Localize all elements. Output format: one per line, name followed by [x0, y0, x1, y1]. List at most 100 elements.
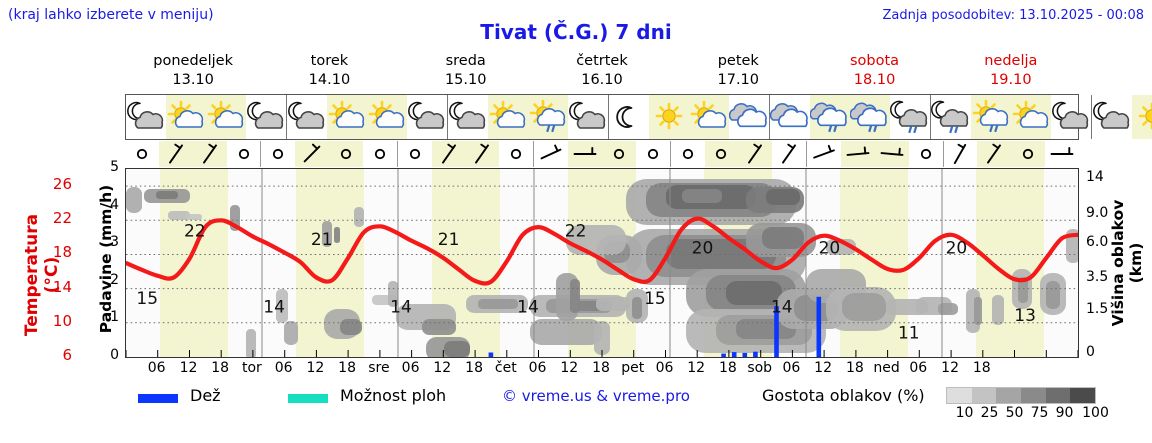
cloud-ramp-step-100: [1070, 388, 1096, 403]
x-tick-06: 06: [401, 360, 420, 376]
precipitation-tick-0: 0: [110, 347, 119, 363]
x-tick-čet: čet: [494, 360, 517, 376]
wind-calm-icon: [671, 141, 705, 167]
svg-text:14: 14: [263, 298, 285, 318]
wind-barb-day-sobota: [807, 141, 944, 167]
x-tick-12: 12: [179, 360, 198, 376]
day-name: sreda: [445, 53, 486, 69]
cloud-ramp-step-75: [1021, 388, 1046, 403]
wind-barb-icon: [568, 141, 602, 167]
cloud-ramp-step-90: [1045, 388, 1071, 403]
x-tick-06: 06: [274, 360, 293, 376]
wind-barb-day-torek: [261, 141, 398, 167]
wind-calm-icon: [363, 141, 397, 167]
plot-band-quarter: [466, 169, 500, 357]
wind-barb-row: [125, 141, 1079, 167]
wind-calm-icon: [499, 141, 533, 167]
day-header-torek: torek 14.10: [261, 52, 397, 92]
x-tick-ned: ned: [873, 360, 900, 376]
forecast-plot: 15 22 14 21 14 21 14 22 15 20 14 20 11 20 13: [125, 168, 1079, 358]
svg-text:21: 21: [311, 230, 333, 250]
cloud-ramp-tick-75: 75: [1030, 405, 1049, 421]
weather-icon-day-četrtek: [609, 95, 770, 139]
x-tick-18: 18: [972, 360, 991, 376]
day-header-ponedeljek: ponedeljek 13.10: [125, 52, 261, 92]
x-tick-06: 06: [782, 360, 801, 376]
weather-icon-day-ponedeljek: [126, 95, 287, 139]
last-update-label: Zadnja posodobitev: 13.10.2025 - 00:08: [882, 8, 1144, 23]
day-header-četrtek: četrtek 16.10: [534, 52, 670, 92]
day-name: torek: [310, 53, 349, 69]
cloud-rain-icon: [810, 95, 850, 139]
wind-barb-day-četrtek: [534, 141, 671, 167]
x-tick-pet: pet: [621, 360, 645, 376]
weather-icon-day-nedelja: [1092, 95, 1152, 139]
day-header-sobota: sobota 18.10: [806, 52, 942, 92]
svg-text:15: 15: [644, 289, 666, 309]
cloud-ramp-step-10: [947, 388, 972, 403]
x-tick-06: 06: [909, 360, 928, 376]
temperature-tick-14: 14: [52, 277, 72, 296]
wind-barb-day-nedelja: [944, 141, 1079, 167]
weather-icon-day-sreda: [448, 95, 609, 139]
cloud-icon: [729, 95, 769, 139]
day-header-nedelja: nedelja 19.10: [943, 52, 1079, 92]
day-name: četrtek: [576, 53, 628, 69]
moon-cloud-icon: [407, 95, 447, 139]
day-date: 17.10: [717, 72, 760, 88]
page-header: (kraj lahko izberete v meniju) Tivat (Č.…: [0, 0, 1152, 44]
wind-barb-icon: [465, 141, 500, 167]
svg-text:11: 11: [898, 323, 920, 343]
cloud-height-axis-title: Višina oblakov (km): [1109, 199, 1145, 327]
wind-barb-icon: [738, 141, 773, 167]
moon-icon: [609, 95, 649, 139]
x-tick-sob: sob: [747, 360, 773, 376]
x-tick-sre: sre: [368, 360, 390, 376]
cloud-ramp-tick-50: 50: [1005, 405, 1024, 421]
sun-cloud-rain-icon: [528, 95, 568, 139]
plot-band-quarter: [194, 169, 228, 357]
x-tick-tor: tor: [241, 360, 262, 376]
x-tick-18: 18: [592, 360, 610, 376]
wind-calm-icon: [601, 141, 636, 167]
copyright-link[interactable]: © vreme.us & vreme.pro: [502, 387, 690, 405]
cloud-ramp-step-25: [971, 388, 997, 403]
sun-cloud-rain-icon: [971, 95, 1011, 139]
wind-barb-icon: [772, 141, 806, 167]
weather-icon-day-torek: [287, 95, 448, 139]
svg-text:21: 21: [438, 230, 460, 250]
wind-calm-icon: [909, 141, 943, 167]
temperature-tick-10: 10: [52, 311, 72, 330]
day-date: 15.10: [444, 72, 487, 88]
precipitation-tick-3: 3: [110, 234, 119, 251]
cloud-height-tick-14: 14: [1086, 169, 1104, 186]
temperature-tick-22: 22: [52, 209, 72, 228]
moon-cloud-icon: [126, 95, 166, 139]
temperature-tick-26: 26: [52, 175, 72, 194]
day-date: 16.10: [581, 72, 623, 88]
cloud-density-color-ramp: [946, 387, 1096, 404]
x-tick-06: 06: [528, 360, 547, 376]
precipitation-tick-4: 4: [110, 196, 119, 213]
svg-text:14: 14: [771, 298, 793, 318]
moon-cloud-rain-icon: [931, 95, 971, 139]
precipitation-tick-2: 2: [110, 271, 119, 288]
x-tick-12: 12: [560, 360, 579, 376]
cloud-ramp-tick-10: 10: [955, 405, 974, 421]
wind-barb-icon: [977, 141, 1012, 167]
weather-icon-row: [125, 94, 1152, 140]
wind-calm-icon: [398, 141, 432, 167]
day-header-row: ponedeljek 13.10 torek 14.10 sreda 15.10 četrt…: [125, 52, 1079, 92]
weather-icon-day-petek: [770, 95, 931, 139]
wind-calm-icon: [636, 141, 670, 167]
sun-cloud-icon: [689, 95, 729, 139]
day-date: 14.10: [308, 72, 351, 88]
day-name: nedelja: [984, 53, 1038, 69]
moon-cloud-icon: [1051, 95, 1091, 139]
wind-barb-icon: [840, 141, 875, 167]
cloud-density-ramp-ticks: 10 25 50 75 90 100: [938, 405, 1109, 423]
moon-cloud-icon: [246, 95, 286, 139]
svg-text:15: 15: [136, 289, 158, 309]
sun-cloud-icon: [166, 95, 206, 139]
x-tick-12: 12: [306, 360, 325, 376]
